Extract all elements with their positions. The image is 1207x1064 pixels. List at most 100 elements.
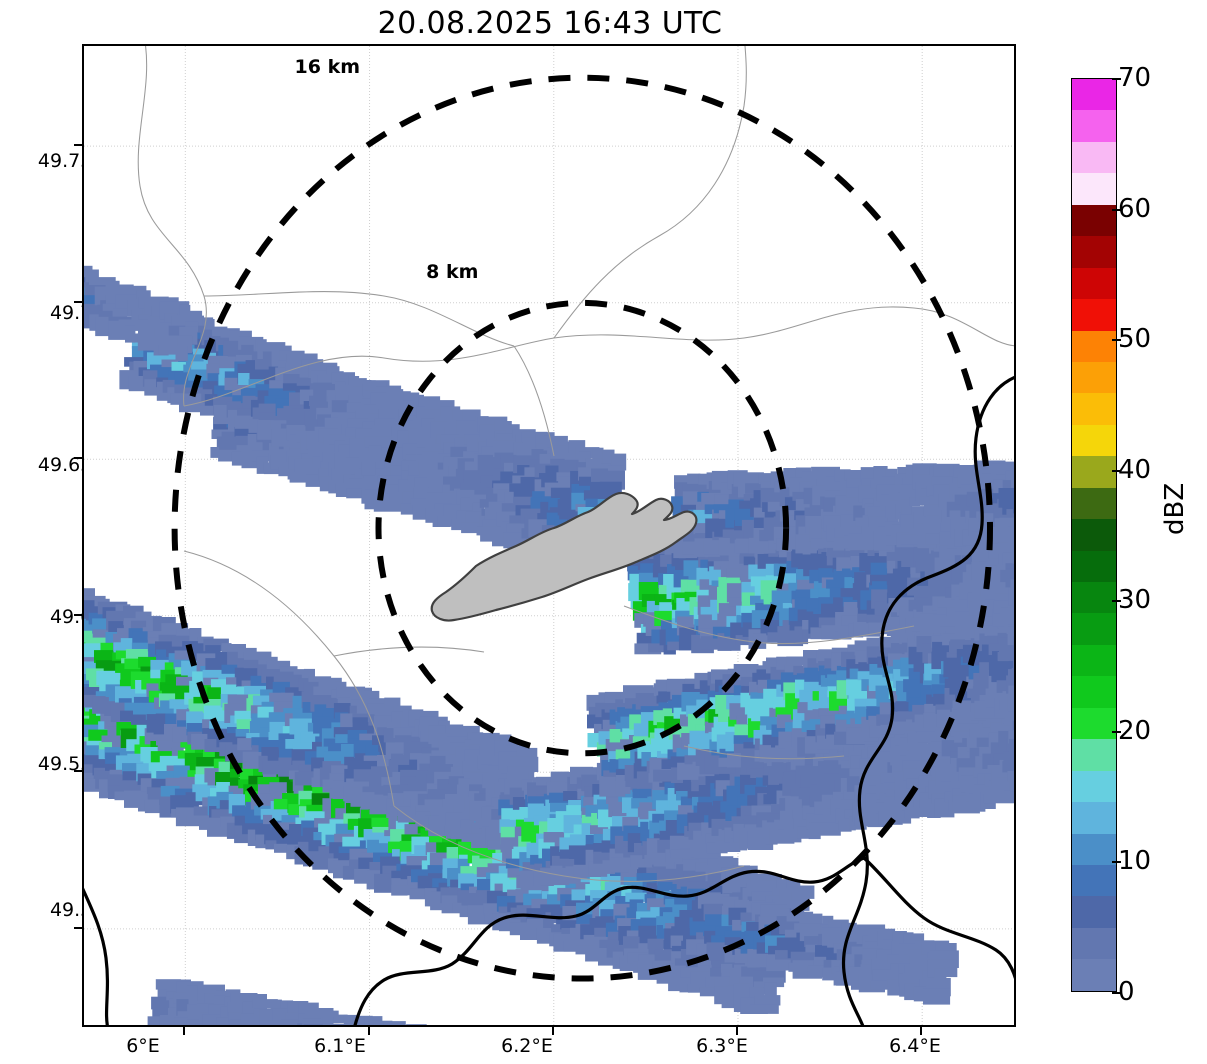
reflectivity-cell [131, 309, 143, 324]
reflectivity-cell [834, 535, 845, 550]
reflectivity-cell [237, 408, 259, 419]
radar-plot-area[interactable]: 16 km 8 km [82, 44, 1016, 1027]
radar-reflectivity-layer: 16 km 8 km [84, 46, 1014, 1025]
reflectivity-cell [262, 437, 273, 457]
reflectivity-cell [653, 769, 680, 782]
reflectivity-cell [337, 697, 358, 707]
x-axis-tick [183, 1027, 186, 1035]
reflectivity-cell [652, 960, 674, 970]
colorbar-band-17.5 [1072, 739, 1116, 771]
reflectivity-cell [221, 643, 232, 655]
reflectivity-cell [431, 805, 442, 823]
reflectivity-cell [923, 673, 934, 694]
reflectivity-cell [177, 1011, 192, 1023]
reflectivity-cell [260, 689, 278, 699]
reflectivity-cell [1003, 751, 1014, 764]
reflectivity-cell [1009, 779, 1014, 792]
reflectivity-cell [1011, 527, 1014, 544]
reflectivity-cell [207, 779, 220, 790]
colorbar-band-7.5 [1072, 864, 1116, 897]
reflectivity-cell [1004, 790, 1014, 803]
reflectivity-cell [714, 494, 741, 505]
reflectivity-cell [906, 778, 930, 789]
reflectivity-cell [376, 401, 407, 411]
reflectivity-cell [406, 1024, 427, 1025]
reflectivity-cell [592, 447, 604, 464]
reflectivity-cell [699, 680, 710, 701]
reflectivity-cell [981, 473, 1001, 486]
reflectivity-cell [750, 1004, 779, 1014]
reflectivity-cell [786, 912, 805, 925]
reflectivity-cell [1013, 500, 1014, 514]
reflectivity-cell [868, 516, 897, 528]
reflectivity-cell [931, 476, 962, 486]
reflectivity-cell [996, 564, 1014, 575]
y-axis-tick [74, 613, 82, 616]
reflectivity-cell [270, 999, 282, 1013]
reflectivity-cell [158, 634, 185, 644]
reflectivity-cell [269, 692, 290, 703]
reflectivity-cell [758, 473, 783, 485]
reflectivity-cell [784, 827, 802, 843]
internal-boundary [683, 745, 845, 760]
reflectivity-cell [833, 505, 843, 523]
reflectivity-cell [842, 597, 865, 607]
internal-boundary [393, 805, 745, 882]
reflectivity-cell [775, 707, 801, 717]
reflectivity-cell [306, 804, 336, 816]
internal-boundaries [137, 46, 1014, 882]
reflectivity-cell [887, 517, 899, 526]
reflectivity-cell [156, 734, 185, 746]
page-title: 20.08.2025 16:43 UTC [377, 6, 723, 41]
reflectivity-cell [638, 925, 665, 937]
reflectivity-cell [171, 746, 184, 758]
reflectivity-cell [411, 731, 423, 742]
reflectivity-cell [419, 716, 448, 728]
reflectivity-cell [117, 628, 137, 639]
reflectivity-cell [331, 372, 355, 384]
reflectivity-cell [1005, 568, 1014, 588]
reflectivity-cell [978, 513, 1006, 522]
reflectivity-cell [824, 490, 851, 500]
reflectivity-cell [361, 462, 376, 476]
reflectivity-cell [776, 583, 796, 595]
reflectivity-cell [825, 668, 848, 678]
reflectivity-cell [882, 665, 902, 678]
reflectivity-cell [842, 568, 860, 579]
reflectivity-cell [279, 666, 298, 676]
reflectivity-cell [961, 484, 978, 496]
reflectivity-cell [789, 621, 812, 631]
colorbar-band-67.5 [1072, 110, 1116, 142]
colorbar-tick-mark-50 [1112, 339, 1121, 342]
national-borders [84, 376, 1014, 1025]
reflectivity-cell [743, 494, 756, 503]
reflectivity-cell [530, 854, 551, 865]
internal-boundary [203, 291, 515, 347]
x-axis-tick [735, 1027, 738, 1035]
reflectivity-cell [705, 833, 726, 844]
y-axis-tick [74, 770, 82, 773]
reflectivity-cell [720, 801, 745, 813]
reflectivity-cell [202, 669, 232, 681]
reflectivity-cell [1013, 539, 1014, 558]
reflectivity-cell [278, 765, 298, 777]
reflectivity-cell [865, 698, 887, 709]
reflectivity-cell [733, 685, 745, 701]
reflectivity-cell [1007, 626, 1014, 646]
reflectivity-cell [861, 478, 879, 490]
reflectivity-cell [885, 535, 903, 546]
reflectivity-cell [1008, 543, 1014, 556]
colorbar[interactable] [1071, 78, 1117, 992]
reflectivity-cell [759, 530, 787, 542]
reflectivity-cell [832, 791, 852, 803]
reflectivity-cell [1012, 517, 1014, 535]
reflectivity-cell [507, 889, 519, 900]
reflectivity-cell [999, 700, 1014, 711]
reflectivity-cell [1006, 675, 1014, 694]
reflectivity-cell [793, 817, 811, 830]
reflectivity-cell [667, 749, 679, 761]
x-tick-label-1: 6.1°E [314, 1035, 366, 1057]
reflectivity-cell [697, 742, 714, 755]
reflectivity-cell [278, 466, 289, 477]
